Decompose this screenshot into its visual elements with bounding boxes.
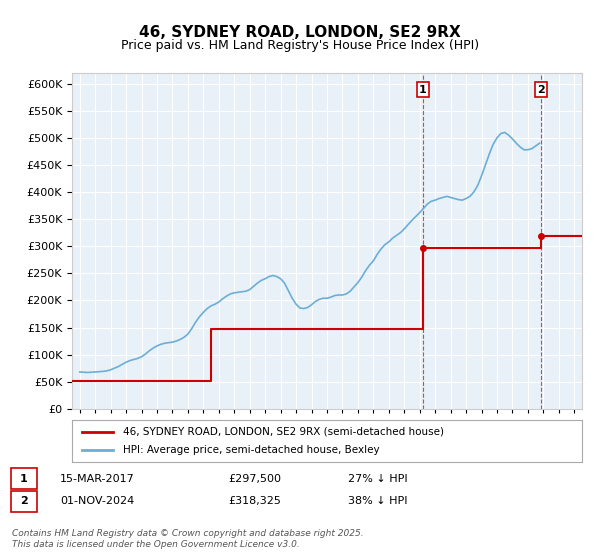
Text: 2: 2 [20, 496, 28, 506]
Text: 15-MAR-2017: 15-MAR-2017 [60, 474, 135, 484]
Text: 1: 1 [20, 474, 28, 484]
Text: 46, SYDNEY ROAD, LONDON, SE2 9RX (semi-detached house): 46, SYDNEY ROAD, LONDON, SE2 9RX (semi-d… [123, 427, 444, 437]
Text: Contains HM Land Registry data © Crown copyright and database right 2025.
This d: Contains HM Land Registry data © Crown c… [12, 529, 364, 549]
Text: 38% ↓ HPI: 38% ↓ HPI [348, 496, 407, 506]
Text: 01-NOV-2024: 01-NOV-2024 [60, 496, 134, 506]
Text: 2: 2 [537, 85, 545, 95]
Text: £297,500: £297,500 [228, 474, 281, 484]
Text: £318,325: £318,325 [228, 496, 281, 506]
Text: 46, SYDNEY ROAD, LONDON, SE2 9RX: 46, SYDNEY ROAD, LONDON, SE2 9RX [139, 25, 461, 40]
Text: 1: 1 [419, 85, 427, 95]
Text: Price paid vs. HM Land Registry's House Price Index (HPI): Price paid vs. HM Land Registry's House … [121, 39, 479, 52]
Text: 27% ↓ HPI: 27% ↓ HPI [348, 474, 407, 484]
Text: HPI: Average price, semi-detached house, Bexley: HPI: Average price, semi-detached house,… [123, 445, 380, 455]
